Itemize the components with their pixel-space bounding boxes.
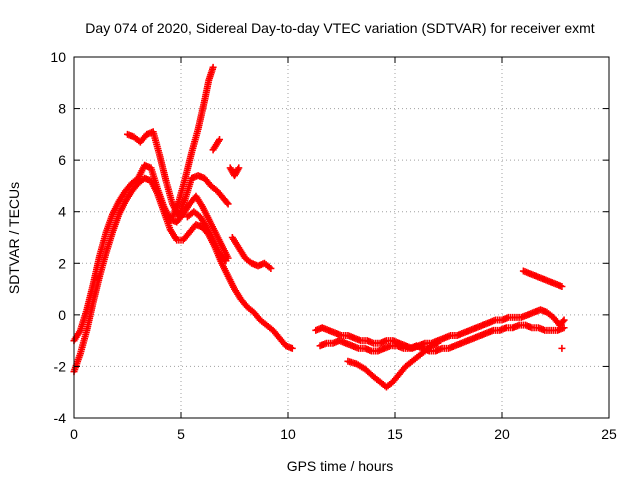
- chart-title: Day 074 of 2020, Sidereal Day-to-day VTE…: [85, 20, 594, 36]
- y-tick-label: 8: [58, 101, 66, 117]
- data-point-marker: [288, 344, 296, 352]
- y-tick-label: 6: [58, 152, 66, 168]
- y-tick-label: -4: [54, 410, 67, 426]
- x-tick-label: 5: [177, 426, 185, 442]
- y-tick-label: 4: [58, 204, 66, 220]
- data-points: [70, 63, 568, 391]
- y-tick-label: 2: [58, 255, 66, 271]
- y-tick-label: -2: [54, 358, 67, 374]
- x-tick-label: 25: [601, 426, 617, 442]
- data-point-marker: [222, 257, 230, 265]
- x-tick-label: 10: [280, 426, 296, 442]
- data-point-marker: [235, 164, 243, 172]
- data-point-marker: [209, 63, 217, 71]
- y-tick-label: 0: [58, 307, 66, 323]
- y-axis-label: SDTVAR / TECUs: [6, 182, 22, 294]
- data-point-marker: [560, 316, 568, 324]
- data-point-marker: [224, 200, 232, 208]
- data-point-marker: [434, 339, 442, 347]
- plot-frame: [73, 56, 610, 419]
- x-axis-label: GPS time / hours: [287, 458, 394, 474]
- grid: [74, 57, 609, 418]
- data-point-marker: [559, 317, 567, 325]
- y-tick-label: 10: [50, 49, 66, 65]
- x-tick-label: 15: [387, 426, 403, 442]
- axis-ticks: 0 5 10 15 20 25 -4 -2 0 2 4 6 8 10: [50, 49, 617, 442]
- data-point-marker: [558, 344, 566, 352]
- data-point-marker: [267, 264, 275, 272]
- data-point-marker: [558, 282, 566, 290]
- data-point-marker: [560, 324, 568, 332]
- data-point-marker: [223, 199, 231, 207]
- x-tick-label: 0: [70, 426, 78, 442]
- data-point-marker: [216, 136, 224, 144]
- x-tick-label: 20: [494, 426, 510, 442]
